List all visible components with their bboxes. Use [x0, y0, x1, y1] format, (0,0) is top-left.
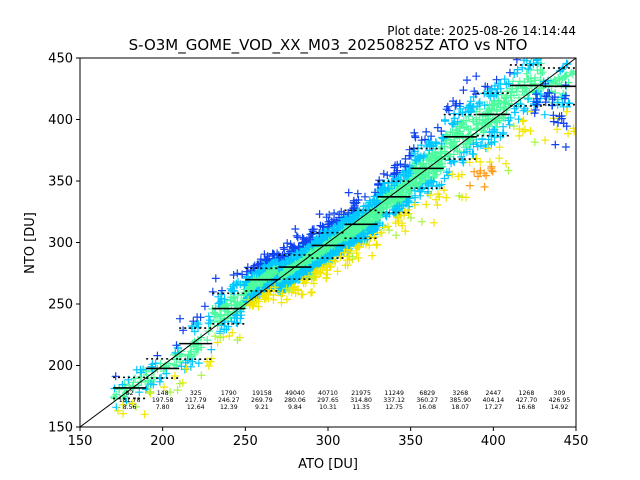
x-axis-label: ATO [DU]: [298, 457, 358, 472]
chart-title: S-O3M_GOME_VOD_XX_M03_20250825Z ATO vs N…: [129, 36, 528, 55]
bin-median-9: 360.27: [416, 397, 438, 404]
plot-date: Plot date: 2025-08-26 14:14:44: [387, 24, 576, 38]
bin-count-13: 309: [554, 390, 566, 397]
scatter-series-5: [466, 162, 497, 191]
bin-count-12: 1268: [519, 390, 535, 397]
bin-std-1: 7.80: [156, 404, 170, 411]
bin-median-1: 197.58: [152, 397, 174, 404]
x-tick-label: 400: [481, 434, 506, 449]
y-tick-label: 250: [48, 298, 73, 313]
bin-median-6: 297.65: [317, 397, 339, 404]
bin-count-2: 325: [190, 390, 202, 397]
bin-std-5: 9.84: [288, 404, 302, 411]
bin-std-2: 12.64: [187, 404, 205, 411]
bin-median-7: 314.80: [350, 397, 372, 404]
bin-std-13: 14.92: [551, 404, 569, 411]
bin-std-7: 11.35: [352, 404, 370, 411]
y-tick-label: 350: [48, 175, 73, 190]
x-tick-label: 150: [68, 434, 93, 449]
bin-count-8: 11249: [384, 390, 404, 397]
bin-count-5: 49040: [285, 390, 305, 397]
bin-median-5: 280.06: [284, 397, 306, 404]
bin-std-4: 9.21: [255, 404, 269, 411]
bin-std-6: 10.31: [319, 404, 337, 411]
median-markers: [113, 64, 576, 400]
x-tick-label: 250: [233, 434, 258, 449]
y-tick-label: 150: [48, 421, 73, 436]
bin-count-4: 19158: [252, 390, 272, 397]
bin-count-6: 40710: [318, 390, 338, 397]
y-axis-ticks: 150 200 250 300 350 400 450: [48, 52, 80, 436]
scatter-series-2: [114, 107, 576, 419]
y-tick-label: 450: [48, 52, 73, 67]
y-tick-label: 300: [48, 236, 73, 251]
bin-std-10: 18.07: [451, 404, 469, 411]
bin-std-8: 12.75: [385, 404, 403, 411]
bin-median-0: 181.78: [119, 397, 141, 404]
x-axis-ticks: 150 200 250 300 350 400 450: [68, 427, 589, 449]
bin-count-9: 6829: [419, 390, 435, 397]
scatter-points: [109, 58, 576, 419]
x-tick-label: 450: [564, 434, 589, 449]
bin-count-7: 21975: [351, 390, 371, 397]
bin-median-11: 404.14: [483, 397, 505, 404]
bin-median-10: 385.90: [449, 397, 471, 404]
y-tick-label: 200: [48, 359, 73, 374]
bin-std-9: 16.08: [418, 404, 436, 411]
y-tick-label: 400: [48, 113, 73, 128]
x-tick-label: 300: [316, 434, 341, 449]
identity-line: [79, 57, 577, 428]
bin-median-8: 337.12: [383, 397, 405, 404]
bin-median-3: 246.27: [218, 397, 240, 404]
bin-count-3: 1790: [221, 390, 237, 397]
bin-count-10: 3268: [452, 390, 468, 397]
bin-std-12: 16.68: [518, 404, 536, 411]
bin-median-2: 217.79: [185, 397, 207, 404]
x-tick-label: 200: [150, 434, 175, 449]
bin-count-11: 2447: [485, 390, 501, 397]
x-tick-label: 350: [398, 434, 423, 449]
bin-std-11: 17.27: [484, 404, 502, 411]
bin-std-0: 8.56: [123, 404, 137, 411]
bin-median-12: 427.70: [516, 397, 538, 404]
bin-count-1: 148: [157, 390, 169, 397]
bin-median-4: 269.79: [251, 397, 273, 404]
scatter-series-4: [132, 122, 539, 411]
bin-std-3: 12.39: [220, 404, 238, 411]
y-axis-label: NTO [DU]: [23, 212, 38, 274]
scatter-series-3: [111, 58, 571, 381]
bin-count-0: 82: [126, 390, 134, 397]
bin-median-13: 426.95: [549, 397, 571, 404]
